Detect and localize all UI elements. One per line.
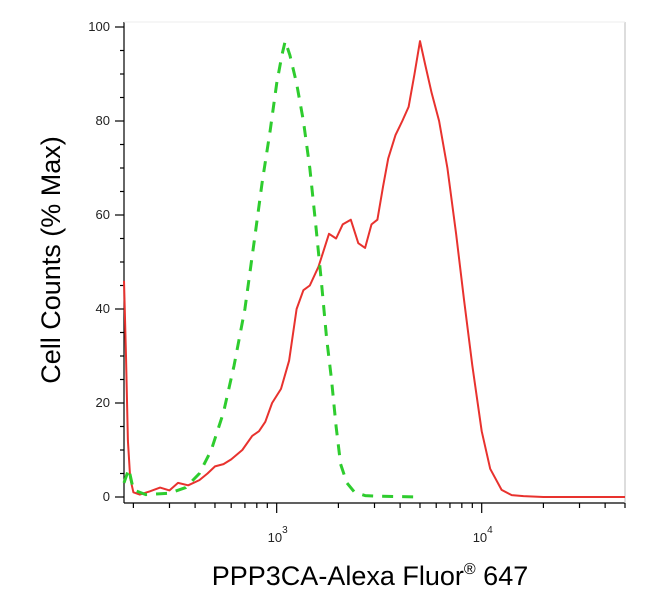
- y-axis-ticks: 0 20 40 60 80 100: [88, 19, 124, 504]
- x-tick-label-exponent: 4: [487, 525, 493, 536]
- control-histogram-line: [122, 39, 421, 499]
- x-tick-label-base: 10: [268, 530, 282, 545]
- x-tick-label-base: 10: [473, 530, 487, 545]
- x-axis-title-superscript: ®: [464, 561, 476, 578]
- y-tick-label: 40: [96, 301, 110, 316]
- plot-frame: [123, 21, 626, 504]
- series-layer: [122, 39, 625, 499]
- y-tick-label: 20: [96, 395, 110, 410]
- y-tick-label: 100: [88, 19, 110, 34]
- y-tick-label: 60: [96, 207, 110, 222]
- sample-histogram-line: [123, 40, 625, 498]
- y-tick-label: 80: [96, 113, 110, 128]
- x-tick-label: 104: [473, 525, 493, 545]
- y-tick-label: 0: [103, 489, 110, 504]
- y-axis-title: Cell Counts (% Max): [36, 136, 66, 384]
- x-tick-label: 103: [268, 525, 288, 545]
- x-axis-title-suffix: 647: [476, 561, 529, 591]
- x-tick-label-exponent: 3: [282, 525, 288, 536]
- x-axis-title: PPP3CA-Alexa Fluor® 647: [212, 561, 528, 591]
- x-axis-ticks: 103104105: [132, 503, 626, 545]
- x-axis-title-main: PPP3CA-Alexa Fluor: [212, 561, 464, 591]
